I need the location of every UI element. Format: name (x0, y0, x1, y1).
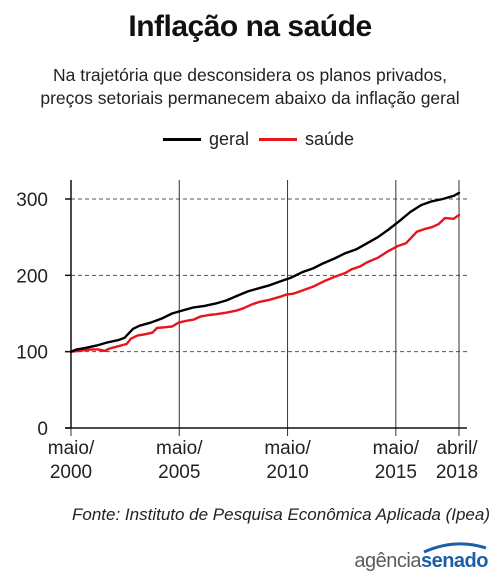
x-tick-label-4-month: abril/ (436, 438, 478, 459)
y-tick-label-100: 100 (16, 343, 48, 364)
x-tick-label-1-year: 2005 (158, 462, 200, 483)
x-tick-label-3-year: 2015 (375, 462, 417, 483)
x-tick-label-3-month: maio/ (373, 438, 420, 459)
x-tick-label-0-year: 2000 (50, 462, 92, 483)
chart-subtitle: Na trajetória que desconsidera os planos… (10, 64, 490, 110)
legend-swatch-geral (163, 138, 201, 141)
series-line-geral (69, 191, 461, 353)
legend-item-geral: geral (163, 129, 249, 150)
logo-text-senado: senado (420, 549, 489, 572)
chart-legend: geral saúde (0, 129, 500, 153)
legend-label-saude: saúde (305, 129, 355, 149)
x-tick-label-1-month: maio/ (156, 438, 203, 459)
x-tick-label-0-month: maio/ (48, 438, 95, 459)
subtitle-line-2: preços setoriais permanecem abaixo da in… (40, 88, 460, 108)
legend-label-geral: geral (209, 129, 250, 149)
series-line-saude (69, 213, 461, 353)
legend-swatch-saude (259, 138, 297, 141)
subtitle-line-1: Na trajetória que desconsidera os planos… (53, 65, 447, 85)
y-tick-label-0: 0 (37, 419, 48, 440)
line-chart: 0 100 200 300 maio/2000 maio/2005 maio/2010 mai… (16, 180, 478, 483)
legend-item-saude: saúde (259, 129, 354, 150)
logo-text-agencia: agência (354, 549, 421, 572)
y-tick-label-300: 300 (16, 190, 48, 211)
x-tick-label-2-month: maio/ (264, 438, 311, 459)
x-tick-label-4-year: 2018 (436, 462, 478, 483)
agencia-senado-logo: agência senado (354, 542, 489, 576)
y-tick-label-200: 200 (16, 266, 48, 287)
logo-swoosh-icon (423, 542, 487, 554)
x-tick-label-2-year: 2010 (266, 462, 308, 483)
source-note: Fonte: Instituto de Pesquisa Econômica A… (72, 505, 490, 524)
chart-title: Inflação na saúde (128, 10, 372, 43)
